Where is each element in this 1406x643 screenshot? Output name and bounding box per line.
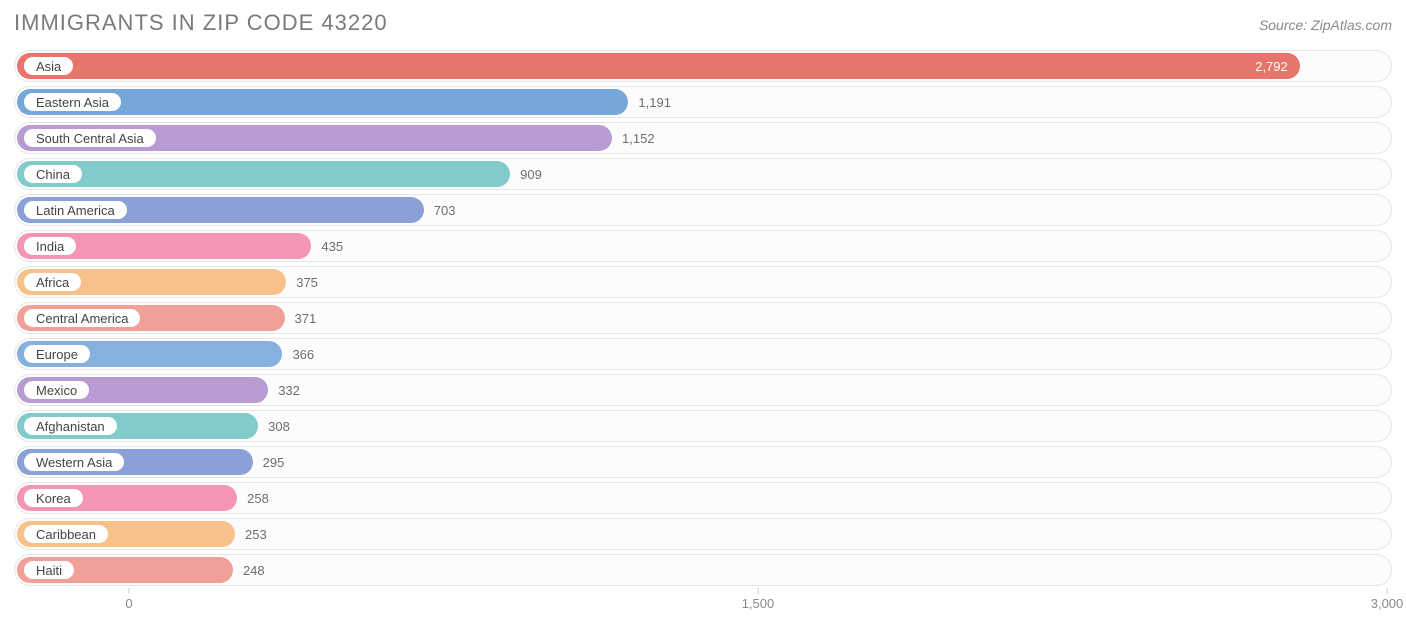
bar-row: Eastern Asia 1,191	[14, 86, 1392, 118]
axis-tick: 1,500	[742, 588, 775, 611]
bar-value: 295	[253, 446, 285, 478]
bar-value: 703	[424, 194, 456, 226]
bar-value: 1,152	[612, 122, 655, 154]
bar-value: 371	[285, 302, 317, 334]
bar-label-pill: Latin America	[22, 199, 129, 221]
chart-area: Asia2,792 Eastern Asia 1,191 South Central …	[14, 50, 1392, 616]
chart-source: Source: ZipAtlas.com	[1259, 17, 1392, 33]
axis-tick: 0	[125, 588, 132, 611]
bar-label-pill: Korea	[22, 487, 85, 509]
bar-value: 258	[237, 482, 269, 514]
bar-row: Haiti 248	[14, 554, 1392, 586]
chart-title: IMMIGRANTS IN ZIP CODE 43220	[14, 10, 388, 36]
bar-row: Asia2,792	[14, 50, 1392, 82]
bar-label-pill: Afghanistan	[22, 415, 119, 437]
bar-row: Western Asia 295	[14, 446, 1392, 478]
bar-value: 435	[311, 230, 343, 262]
bar-label-pill: Haiti	[22, 559, 76, 581]
bar-label-pill: South Central Asia	[22, 127, 158, 149]
bar-row: Africa 375	[14, 266, 1392, 298]
bar-label-pill: Eastern Asia	[22, 91, 123, 113]
bar-label-pill: Caribbean	[22, 523, 110, 545]
bar-value: 248	[233, 554, 265, 586]
bar-row: Korea 258	[14, 482, 1392, 514]
bar-row: China 909	[14, 158, 1392, 190]
bar-value: 1,191	[628, 86, 671, 118]
bar-label-pill: Mexico	[22, 379, 91, 401]
x-axis: 01,5003,000	[14, 588, 1392, 616]
bar-value: 375	[286, 266, 318, 298]
bar-label-pill: Western Asia	[22, 451, 126, 473]
bar-row: Latin America 703	[14, 194, 1392, 226]
bar-row: Mexico 332	[14, 374, 1392, 406]
bar-row: Afghanistan 308	[14, 410, 1392, 442]
bar-value: 2,792	[17, 50, 1300, 82]
bar-value: 366	[282, 338, 314, 370]
bar-rows: Asia2,792 Eastern Asia 1,191 South Central …	[14, 50, 1392, 586]
chart-header: IMMIGRANTS IN ZIP CODE 43220 Source: Zip…	[14, 10, 1392, 36]
bar-label-pill: Central America	[22, 307, 142, 329]
bar-fill	[17, 161, 510, 187]
bar-row: Caribbean 253	[14, 518, 1392, 550]
bar-value: 332	[268, 374, 300, 406]
bar-label-pill: China	[22, 163, 84, 185]
bar-label-pill: Europe	[22, 343, 92, 365]
bar-label-pill: Africa	[22, 271, 83, 293]
bar-value: 253	[235, 518, 267, 550]
bar-value: 308	[258, 410, 290, 442]
bar-value: 909	[510, 158, 542, 190]
bar-row: South Central Asia 1,152	[14, 122, 1392, 154]
bar-row: Europe 366	[14, 338, 1392, 370]
axis-tick: 3,000	[1371, 588, 1404, 611]
bar-row: India 435	[14, 230, 1392, 262]
bar-row: Central America 371	[14, 302, 1392, 334]
bar-label-pill: India	[22, 235, 78, 257]
